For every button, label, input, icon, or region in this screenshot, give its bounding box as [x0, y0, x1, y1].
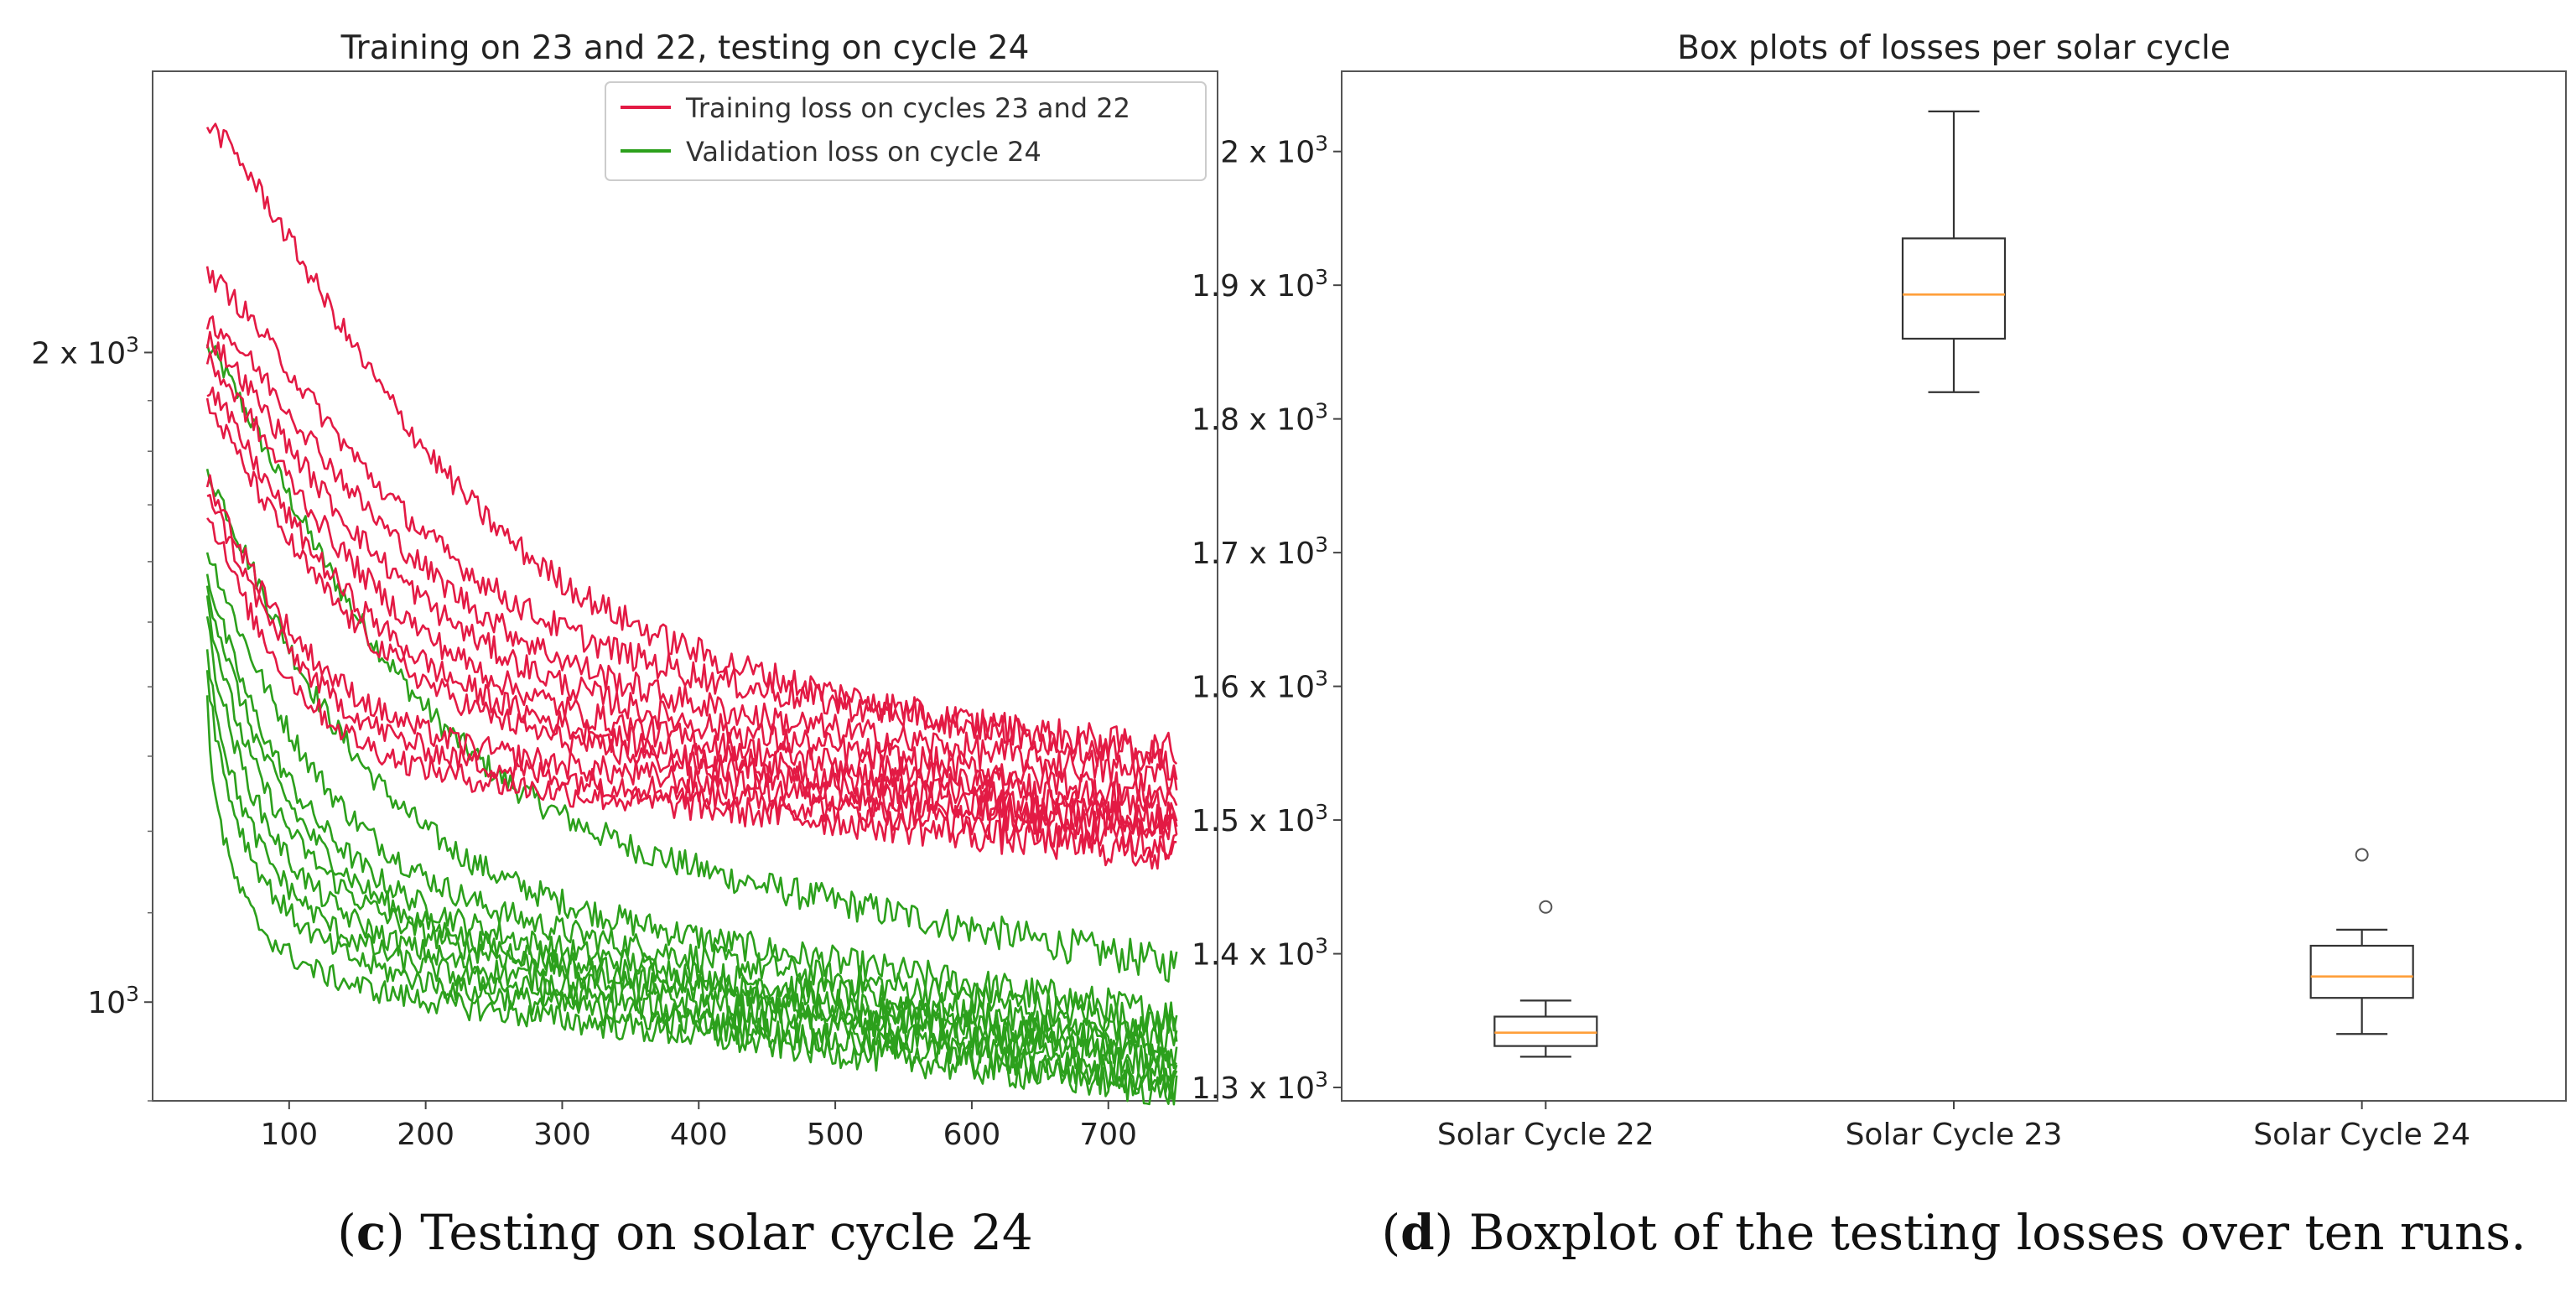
box-2	[1901, 110, 2007, 393]
right-y-tick-label-7-exponent: 3	[1315, 132, 1328, 156]
right-y-tick-label-7: 2 x 103	[1220, 132, 1328, 170]
outlier-1-1	[1539, 900, 1553, 914]
left-series-group	[205, 122, 1178, 1106]
right-y-tick-label-5-mantissa: 1.8 x 10	[1192, 403, 1315, 438]
right-y-tick-label-3-mantissa: 1.6 x 10	[1192, 671, 1315, 705]
right-y-tick-label-3: 1.6 x 103	[1192, 667, 1328, 705]
left-x-ticks: 100 200 300 400 500 600 700	[260, 1101, 1137, 1152]
outlier-3-1	[2355, 848, 2369, 862]
right-y-tick-label-4: 1.7 x 103	[1192, 532, 1328, 571]
legend-box	[605, 81, 1207, 181]
left-chart-title: Training on 23 and 22, testing on cycle …	[340, 29, 1030, 67]
box-1	[1493, 900, 1598, 1058]
right-x-ticks: Solar Cycle 22 Solar Cycle 23 Solar Cycle …	[1437, 1101, 2470, 1152]
series-line-4	[205, 330, 1178, 809]
left-legend: Training loss on cycles 23 and 22 Valida…	[605, 81, 1207, 181]
box-iqr-2	[1901, 237, 2007, 340]
right-y-tick-label-4-exponent: 3	[1315, 532, 1328, 557]
series-line-19	[205, 670, 1178, 1100]
right-y-tick-label-2-exponent: 3	[1315, 800, 1328, 824]
right-x-tick-label-2: Solar Cycle 24	[2253, 1118, 2470, 1152]
legend-label-training: Training loss on cycles 23 and 22	[685, 92, 1130, 124]
right-y-tick-label-0-exponent: 3	[1315, 1067, 1328, 1092]
left-x-tick-label-5: 600	[943, 1118, 1001, 1152]
left-y-tick-label-1-mantissa: 2 x 10	[31, 336, 126, 371]
boxplot-chart: Box plots of losses per solar cycle Sola…	[1192, 29, 2567, 1152]
right-y-tick-label-4-mantissa: 1.7 x 10	[1192, 537, 1315, 571]
left-y-tick-label-1: 2 x 103	[31, 332, 139, 371]
caption-left: (c) Testing on solar cycle 24	[337, 1204, 1033, 1261]
right-y-tick-label-6: 1.9 x 103	[1192, 265, 1328, 304]
series-line-13	[205, 552, 1178, 1042]
caption-right-text: Boxplot of the testing losses over ten r…	[1453, 1204, 2526, 1261]
right-y-tick-label-0: 1.3 x 103	[1192, 1067, 1328, 1106]
caption-right-letter: d	[1400, 1204, 1435, 1261]
right-y-tick-label-5-exponent: 3	[1315, 399, 1328, 423]
left-x-tick-label-6: 700	[1079, 1118, 1137, 1152]
left-y-tick-label-0-mantissa: 10	[87, 986, 126, 1020]
right-y-tick-label-6-mantissa: 1.9 x 10	[1192, 269, 1315, 304]
right-y-tick-label-2: 1.5 x 103	[1192, 800, 1328, 838]
series-line-3	[205, 315, 1178, 796]
right-x-tick-label-1: Solar Cycle 23	[1846, 1118, 2063, 1152]
right-y-tick-label-1-mantissa: 1.4 x 10	[1192, 938, 1315, 973]
left-x-tick-label-4: 500	[807, 1118, 865, 1152]
series-line-10	[206, 517, 1177, 870]
left-x-tick-label-2: 300	[533, 1118, 591, 1152]
caption-left-letter: c	[356, 1204, 386, 1261]
right-x-tick-label-0: Solar Cycle 22	[1437, 1118, 1654, 1152]
box-iqr-1	[1493, 1015, 1598, 1047]
series-line-17	[205, 615, 1177, 1082]
left-y-tick-label-0: 103	[87, 982, 139, 1020]
box-iqr-3	[2309, 944, 2414, 999]
series-line-5	[205, 351, 1178, 827]
right-y-tick-label-3-exponent: 3	[1315, 667, 1328, 691]
right-y-tick-label-2-mantissa: 1.5 x 10	[1192, 804, 1315, 838]
left-x-tick-label-1: 200	[397, 1118, 454, 1152]
left-x-tick-label-3: 400	[670, 1118, 728, 1152]
right-chart-title: Box plots of losses per solar cycle	[1677, 29, 2231, 67]
training-loss-chart: Training on 23 and 22, testing on cycle …	[31, 29, 1218, 1152]
legend-label-validation: Validation loss on cycle 24	[686, 136, 1041, 168]
right-y-tick-label-1-exponent: 3	[1315, 934, 1328, 958]
right-y-tick-label-1: 1.4 x 103	[1192, 934, 1328, 973]
caption-left-text: Testing on solar cycle 24	[405, 1204, 1033, 1261]
left-x-tick-label-0: 100	[260, 1118, 318, 1152]
right-boxes-group	[1493, 110, 2414, 1058]
caption-right: (d) Boxplot of the testing losses over t…	[1381, 1204, 2526, 1261]
series-line-20	[205, 695, 1178, 1106]
left-y-tick-label-1-exponent: 3	[126, 332, 139, 356]
series-line-2	[205, 266, 1178, 771]
right-y-tick-label-6-exponent: 3	[1315, 265, 1328, 289]
right-y-tick-label-5: 1.8 x 103	[1192, 399, 1328, 438]
right-y-tick-label-7-mantissa: 2 x 10	[1220, 136, 1315, 170]
series-line-14	[205, 573, 1178, 1056]
left-y-tick-label-0-exponent: 3	[126, 982, 139, 1006]
box-3	[2309, 848, 2414, 1035]
right-y-tick-label-0-mantissa: 1.3 x 10	[1192, 1071, 1315, 1106]
